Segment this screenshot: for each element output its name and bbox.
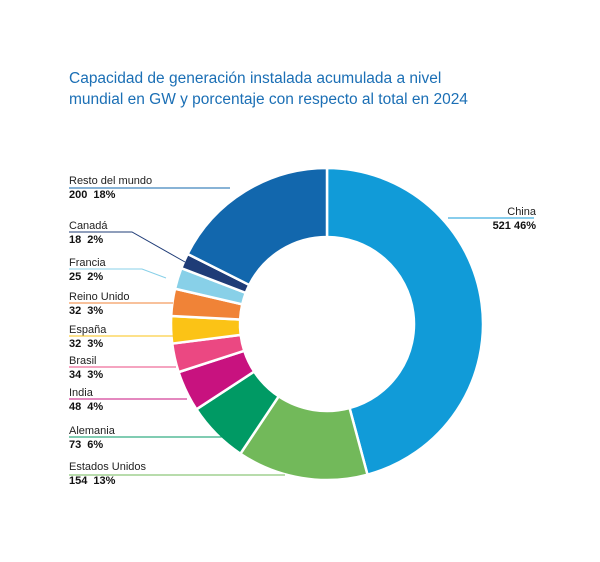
slice-resto-del-mundo bbox=[185, 166, 329, 287]
label-value-canada: 18 2% bbox=[69, 234, 103, 246]
label-name-resto-del-mundo: Resto del mundo bbox=[69, 175, 152, 187]
label-value-reino-unido: 32 3% bbox=[69, 305, 103, 317]
label-value-resto-del-mundo: 200 18% bbox=[69, 189, 116, 201]
label-estados-unidos: Estados Unidos 154 13% bbox=[69, 461, 285, 487]
label-name-brasil: Brasil bbox=[69, 355, 97, 367]
label-alemania: Alemania 73 6% bbox=[69, 425, 233, 451]
label-value-brasil: 34 3% bbox=[69, 369, 103, 381]
label-espana: España 32 3% bbox=[69, 324, 174, 350]
label-value-espana: 32 3% bbox=[69, 338, 103, 350]
label-name-china: China bbox=[507, 206, 537, 218]
label-name-india: India bbox=[69, 387, 94, 399]
label-value-alemania: 73 6% bbox=[69, 439, 103, 451]
chart-title-line-1: Capacidad de generación instalada acumul… bbox=[69, 70, 442, 87]
label-name-reino-unido: Reino Unido bbox=[69, 291, 130, 303]
slice-china bbox=[325, 166, 485, 477]
label-name-alemania: Alemania bbox=[69, 425, 116, 437]
chart-title-line-2: mundial en GW y porcentaje con respecto … bbox=[69, 91, 468, 108]
label-francia: Francia 25 2% bbox=[69, 257, 167, 283]
chart-title: Capacidad de generación instalada acumul… bbox=[69, 68, 539, 110]
label-india: India 48 4% bbox=[69, 387, 187, 413]
label-value-estados-unidos: 154 13% bbox=[69, 475, 116, 487]
label-value-india: 48 4% bbox=[69, 401, 103, 413]
label-value-china: 521 46% bbox=[493, 220, 537, 232]
leader-line-francia bbox=[69, 268, 167, 279]
label-brasil: Brasil 34 3% bbox=[69, 355, 176, 381]
label-name-espana: España bbox=[69, 324, 107, 336]
label-canada: Canadá 18 2% bbox=[69, 220, 186, 263]
label-name-estados-unidos: Estados Unidos bbox=[69, 461, 147, 473]
label-reino-unido: Reino Unido 32 3% bbox=[69, 291, 173, 317]
label-china: China 521 46% bbox=[448, 206, 537, 232]
label-name-canada: Canadá bbox=[69, 220, 108, 232]
label-name-francia: Francia bbox=[69, 257, 107, 269]
label-resto-del-mundo: Resto del mundo 200 18% bbox=[69, 175, 230, 201]
label-value-francia: 25 2% bbox=[69, 271, 103, 283]
leader-line-canada bbox=[69, 231, 186, 263]
